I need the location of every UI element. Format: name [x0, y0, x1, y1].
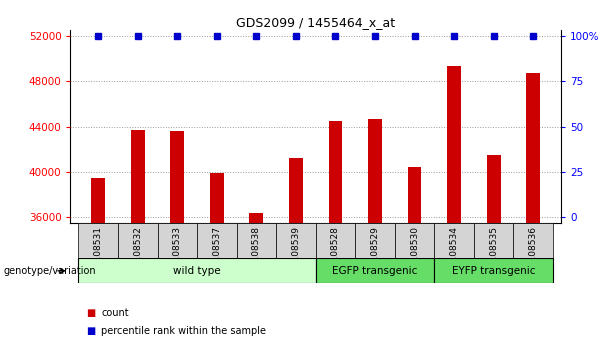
- Text: GSM108533: GSM108533: [173, 226, 182, 281]
- Bar: [368, 119, 382, 354]
- Bar: [131, 130, 145, 354]
- Text: genotype/variation: genotype/variation: [3, 266, 96, 276]
- Text: EGFP transgenic: EGFP transgenic: [332, 266, 417, 276]
- Bar: [158, 223, 197, 258]
- Text: GSM108539: GSM108539: [291, 226, 300, 281]
- Text: GSM108534: GSM108534: [449, 226, 459, 281]
- Text: GSM108535: GSM108535: [489, 226, 498, 281]
- Bar: [356, 223, 395, 258]
- Text: GSM108538: GSM108538: [252, 226, 261, 281]
- Bar: [316, 258, 435, 283]
- Bar: [170, 131, 184, 354]
- Text: percentile rank within the sample: percentile rank within the sample: [101, 326, 266, 336]
- Bar: [276, 223, 316, 258]
- Bar: [118, 223, 158, 258]
- Bar: [91, 178, 105, 354]
- Bar: [435, 258, 553, 283]
- Bar: [447, 67, 461, 354]
- Bar: [249, 213, 264, 354]
- Text: count: count: [101, 308, 129, 318]
- Text: GSM108529: GSM108529: [370, 226, 379, 281]
- Bar: [78, 223, 118, 258]
- Bar: [487, 155, 501, 354]
- Text: ■: ■: [86, 308, 95, 318]
- Text: GSM108536: GSM108536: [528, 226, 538, 281]
- Bar: [408, 167, 422, 354]
- Bar: [527, 73, 540, 354]
- Bar: [237, 223, 276, 258]
- Text: wild type: wild type: [173, 266, 221, 276]
- Text: EYFP transgenic: EYFP transgenic: [452, 266, 535, 276]
- Title: GDS2099 / 1455464_x_at: GDS2099 / 1455464_x_at: [236, 16, 395, 29]
- Bar: [197, 223, 237, 258]
- Bar: [78, 258, 316, 283]
- Bar: [395, 223, 435, 258]
- Text: GSM108531: GSM108531: [94, 226, 103, 281]
- Text: GSM108537: GSM108537: [212, 226, 221, 281]
- Text: ■: ■: [86, 326, 95, 336]
- Bar: [316, 223, 356, 258]
- Bar: [329, 121, 343, 354]
- Bar: [514, 223, 553, 258]
- Text: GSM108530: GSM108530: [410, 226, 419, 281]
- Text: GSM108528: GSM108528: [331, 226, 340, 281]
- Text: GSM108532: GSM108532: [133, 226, 142, 281]
- Bar: [474, 223, 514, 258]
- Bar: [435, 223, 474, 258]
- Bar: [289, 158, 303, 354]
- Bar: [210, 173, 224, 354]
